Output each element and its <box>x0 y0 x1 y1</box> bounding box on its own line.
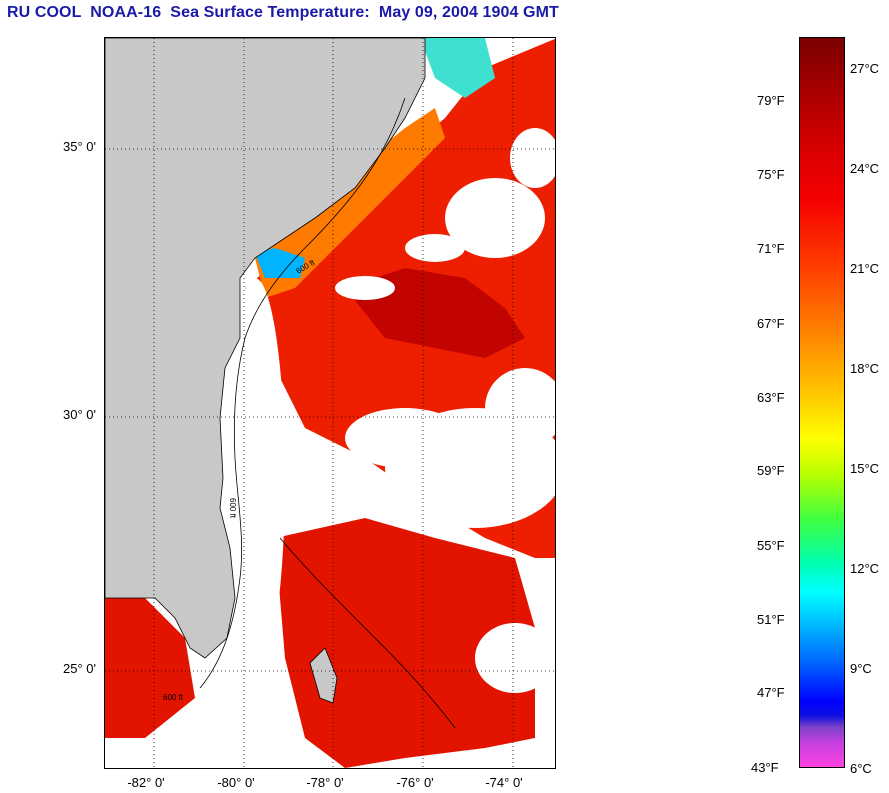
lon-label-80: -80° 0' <box>217 775 255 790</box>
contour-label: 600 ft <box>228 498 237 519</box>
colorbar-f-label: 47°F <box>757 685 785 700</box>
colorbar-c-label: 15°C <box>850 461 880 476</box>
colorbar-c-label: 24°C <box>850 161 880 176</box>
island-land <box>309 647 338 704</box>
colorbar-c-label: 9°C <box>850 661 872 676</box>
colorbar-c-label: 18°C <box>850 361 880 376</box>
lat-label-35: 35° 0' <box>63 139 96 154</box>
lon-label-82: -82° 0' <box>127 775 165 790</box>
lat-label-30: 30° 0' <box>63 407 96 422</box>
colorbar-f-label: 63°F <box>757 390 785 405</box>
colorbar-c-label: 6°C <box>850 761 872 776</box>
sst-map: 600 ft 600 ft 600 ft <box>104 37 556 769</box>
sst-field-south-east <box>275 518 535 768</box>
colorbar-f-label: 43°F <box>751 760 779 775</box>
sst-field-southwest <box>105 588 195 738</box>
lon-label-78: -78° 0' <box>306 775 344 790</box>
colorbar-f-label: 71°F <box>757 241 785 256</box>
colorbar-f-label: 51°F <box>757 612 785 627</box>
colorbar-c-label: 21°C <box>850 261 880 276</box>
land-mass <box>105 38 426 659</box>
colorbar-f-label: 55°F <box>757 538 785 553</box>
lon-label-76: -76° 0' <box>396 775 434 790</box>
graticule <box>105 38 555 768</box>
contour-label: 600 ft <box>163 693 184 702</box>
colorbar-f-label: 59°F <box>757 463 785 478</box>
colorbar-c-label: 12°C <box>850 561 880 576</box>
colorbar-c-label: 27°C <box>850 61 880 76</box>
sst-field-coastal-cold <box>255 248 305 278</box>
lat-label-25: 25° 0' <box>63 661 96 676</box>
colorbar-f-label: 75°F <box>757 167 785 182</box>
lon-label-74: -74° 0' <box>485 775 523 790</box>
sst-field-north-cold <box>420 38 495 98</box>
colorbar-f-label: 67°F <box>757 316 785 331</box>
cloud-cover <box>225 128 555 693</box>
depth-contours <box>199 97 456 729</box>
map-title: RU COOL NOAA-16 Sea Surface Temperature:… <box>7 4 559 21</box>
colorbar-f-label: 79°F <box>757 93 785 108</box>
temperature-colorbar <box>799 37 845 768</box>
